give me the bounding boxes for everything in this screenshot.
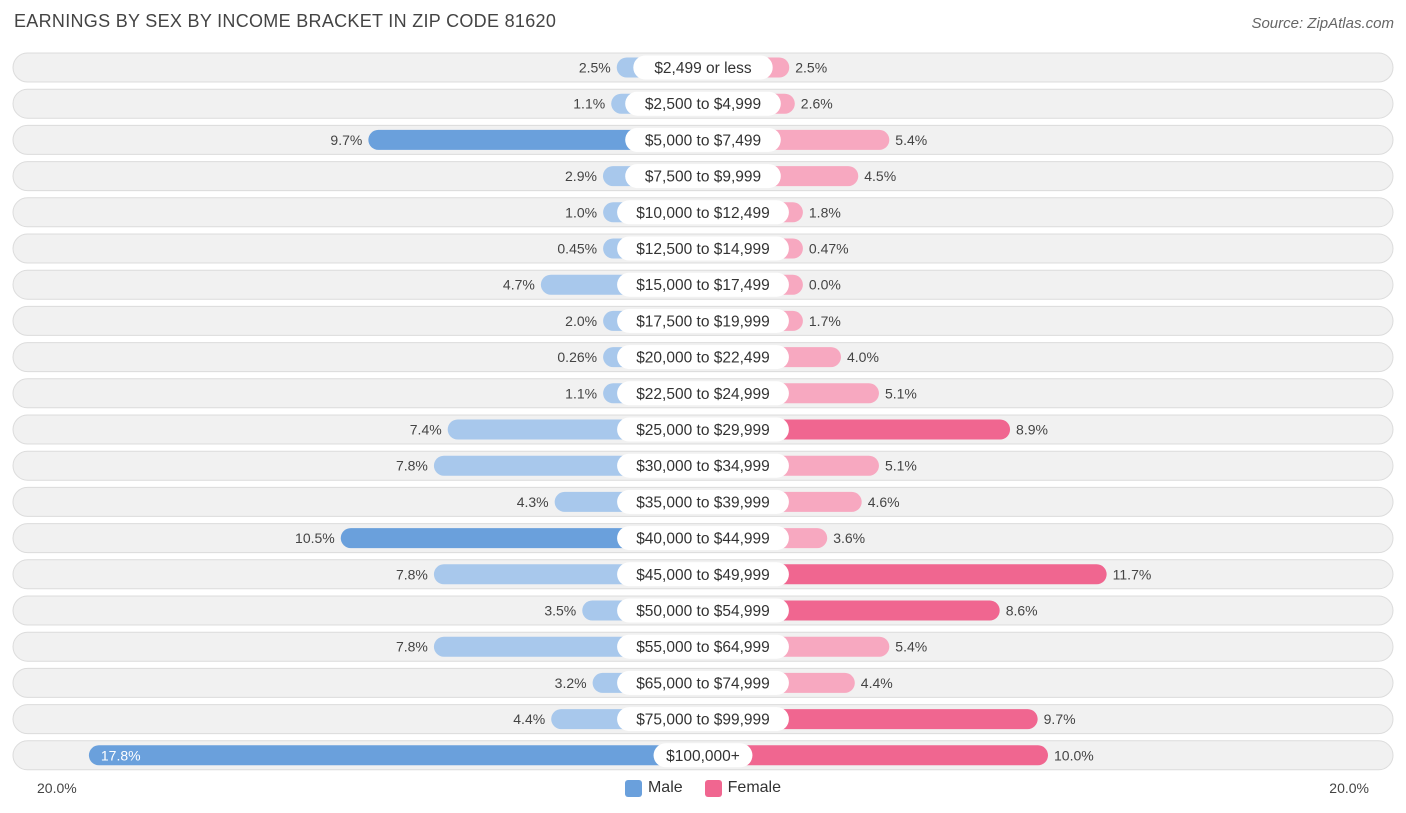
- category-pill: [617, 489, 789, 514]
- category-label: $22,500 to $24,999: [636, 386, 770, 403]
- category-pill: [653, 743, 753, 768]
- legend-label-female: Female: [727, 779, 782, 796]
- value-label-male: 4.7%: [503, 277, 535, 293]
- bar-male: [340, 528, 703, 549]
- category-label: $10,000 to $12,499: [636, 205, 770, 222]
- category-pill: [617, 634, 789, 659]
- value-label-female: 4.6%: [868, 494, 900, 510]
- value-label-male: 7.8%: [396, 458, 428, 474]
- category-pill: [617, 453, 789, 478]
- category-label: $65,000 to $74,999: [636, 675, 770, 692]
- category-pill: [617, 707, 789, 732]
- value-label-male: 7.8%: [396, 639, 428, 655]
- category-pill: [617, 670, 789, 695]
- value-label-female: 2.6%: [801, 96, 833, 112]
- value-label-female: 8.6%: [1006, 603, 1038, 619]
- value-label-female: 5.1%: [885, 458, 917, 474]
- bar-male: [368, 129, 703, 150]
- legend-swatch-female: [704, 779, 722, 797]
- legend-item-female[interactable]: Female: [704, 779, 782, 797]
- value-label-female: 4.4%: [861, 675, 893, 691]
- value-label-male: 1.1%: [565, 385, 597, 401]
- bar-male: [88, 745, 703, 766]
- category-label: $2,499 or less: [654, 60, 752, 77]
- chart-plot: $2,499 or less 2.5% 2.5% $2,500 to $4,999 1.…: [12, 52, 1394, 771]
- category-pill: [617, 308, 789, 333]
- category-label: $25,000 to $29,999: [636, 422, 770, 439]
- bar-female: [703, 745, 1048, 766]
- value-label-male: 9.7%: [330, 132, 362, 148]
- category-pill: [617, 526, 789, 551]
- legend: Male Female: [0, 779, 1406, 797]
- bar-female: [703, 564, 1107, 585]
- category-label: $2,500 to $4,999: [645, 96, 761, 113]
- value-label-female: 4.0%: [847, 349, 879, 365]
- category-label: $20,000 to $22,499: [636, 350, 770, 367]
- category-label: $40,000 to $44,999: [636, 531, 770, 548]
- value-label-female: 5.1%: [885, 385, 917, 401]
- category-pill: [617, 345, 789, 370]
- category-pill: [625, 164, 781, 189]
- value-label-male: 4.4%: [513, 711, 545, 727]
- value-label-male: 2.9%: [565, 168, 597, 184]
- value-label-female: 8.9%: [1016, 422, 1048, 438]
- category-pill: [633, 55, 773, 80]
- value-label-male: 17.8%: [101, 747, 141, 763]
- value-label-female: 5.4%: [895, 639, 927, 655]
- value-label-female: 1.8%: [809, 204, 841, 220]
- value-label-female: 9.7%: [1044, 711, 1076, 727]
- value-label-male: 0.26%: [557, 349, 597, 365]
- value-label-male: 0.45%: [557, 241, 597, 257]
- category-pill: [617, 598, 789, 623]
- category-label: $7,500 to $9,999: [645, 169, 761, 186]
- axis-right-label: 20.0%: [1329, 780, 1369, 796]
- category-label: $15,000 to $17,499: [636, 277, 770, 294]
- chart-source: Source: ZipAtlas.com: [1251, 15, 1394, 32]
- value-label-male: 10.5%: [295, 530, 335, 546]
- value-label-male: 2.0%: [565, 313, 597, 329]
- category-label: $55,000 to $64,999: [636, 639, 770, 656]
- value-label-male: 2.5%: [579, 60, 611, 76]
- value-label-female: 2.5%: [795, 60, 827, 76]
- value-label-male: 4.3%: [517, 494, 549, 510]
- value-label-male: 1.1%: [573, 96, 605, 112]
- category-pill: [625, 91, 781, 116]
- value-label-female: 10.0%: [1054, 747, 1094, 763]
- axis-left-label: 20.0%: [37, 780, 77, 796]
- value-label-female: 4.5%: [864, 168, 896, 184]
- value-label-male: 7.8%: [396, 566, 428, 582]
- category-pill: [617, 381, 789, 406]
- category-pill: [617, 272, 789, 297]
- category-label: $5,000 to $7,499: [645, 132, 761, 149]
- category-label: $45,000 to $49,999: [636, 567, 770, 584]
- value-label-male: 1.0%: [565, 204, 597, 220]
- legend-item-male[interactable]: Male: [624, 779, 683, 797]
- value-label-male: 3.2%: [555, 675, 587, 691]
- legend-swatch-male: [624, 779, 642, 797]
- value-label-female: 11.7%: [1113, 566, 1152, 582]
- value-label-female: 3.6%: [833, 530, 865, 546]
- category-label: $50,000 to $54,999: [636, 603, 770, 620]
- category-pill: [617, 200, 789, 225]
- category-pill: [617, 417, 789, 442]
- category-label: $17,500 to $19,999: [636, 313, 770, 330]
- category-label: $100,000+: [666, 748, 740, 765]
- value-label-female: 0.0%: [809, 277, 841, 293]
- legend-label-male: Male: [647, 779, 683, 796]
- category-label: $30,000 to $34,999: [636, 458, 770, 475]
- value-label-male: 3.5%: [544, 603, 576, 619]
- value-label-male: 7.4%: [410, 422, 442, 438]
- value-label-female: 1.7%: [809, 313, 841, 329]
- value-label-female: 0.47%: [809, 241, 849, 257]
- category-label: $75,000 to $99,999: [636, 712, 770, 729]
- category-pill: [617, 562, 789, 587]
- category-label: $12,500 to $14,999: [636, 241, 770, 258]
- category-label: $35,000 to $39,999: [636, 494, 770, 511]
- category-pill: [617, 236, 789, 261]
- chart-title: EARNINGS BY SEX BY INCOME BRACKET IN ZIP…: [14, 11, 557, 31]
- category-pill: [625, 127, 781, 152]
- value-label-female: 5.4%: [895, 132, 927, 148]
